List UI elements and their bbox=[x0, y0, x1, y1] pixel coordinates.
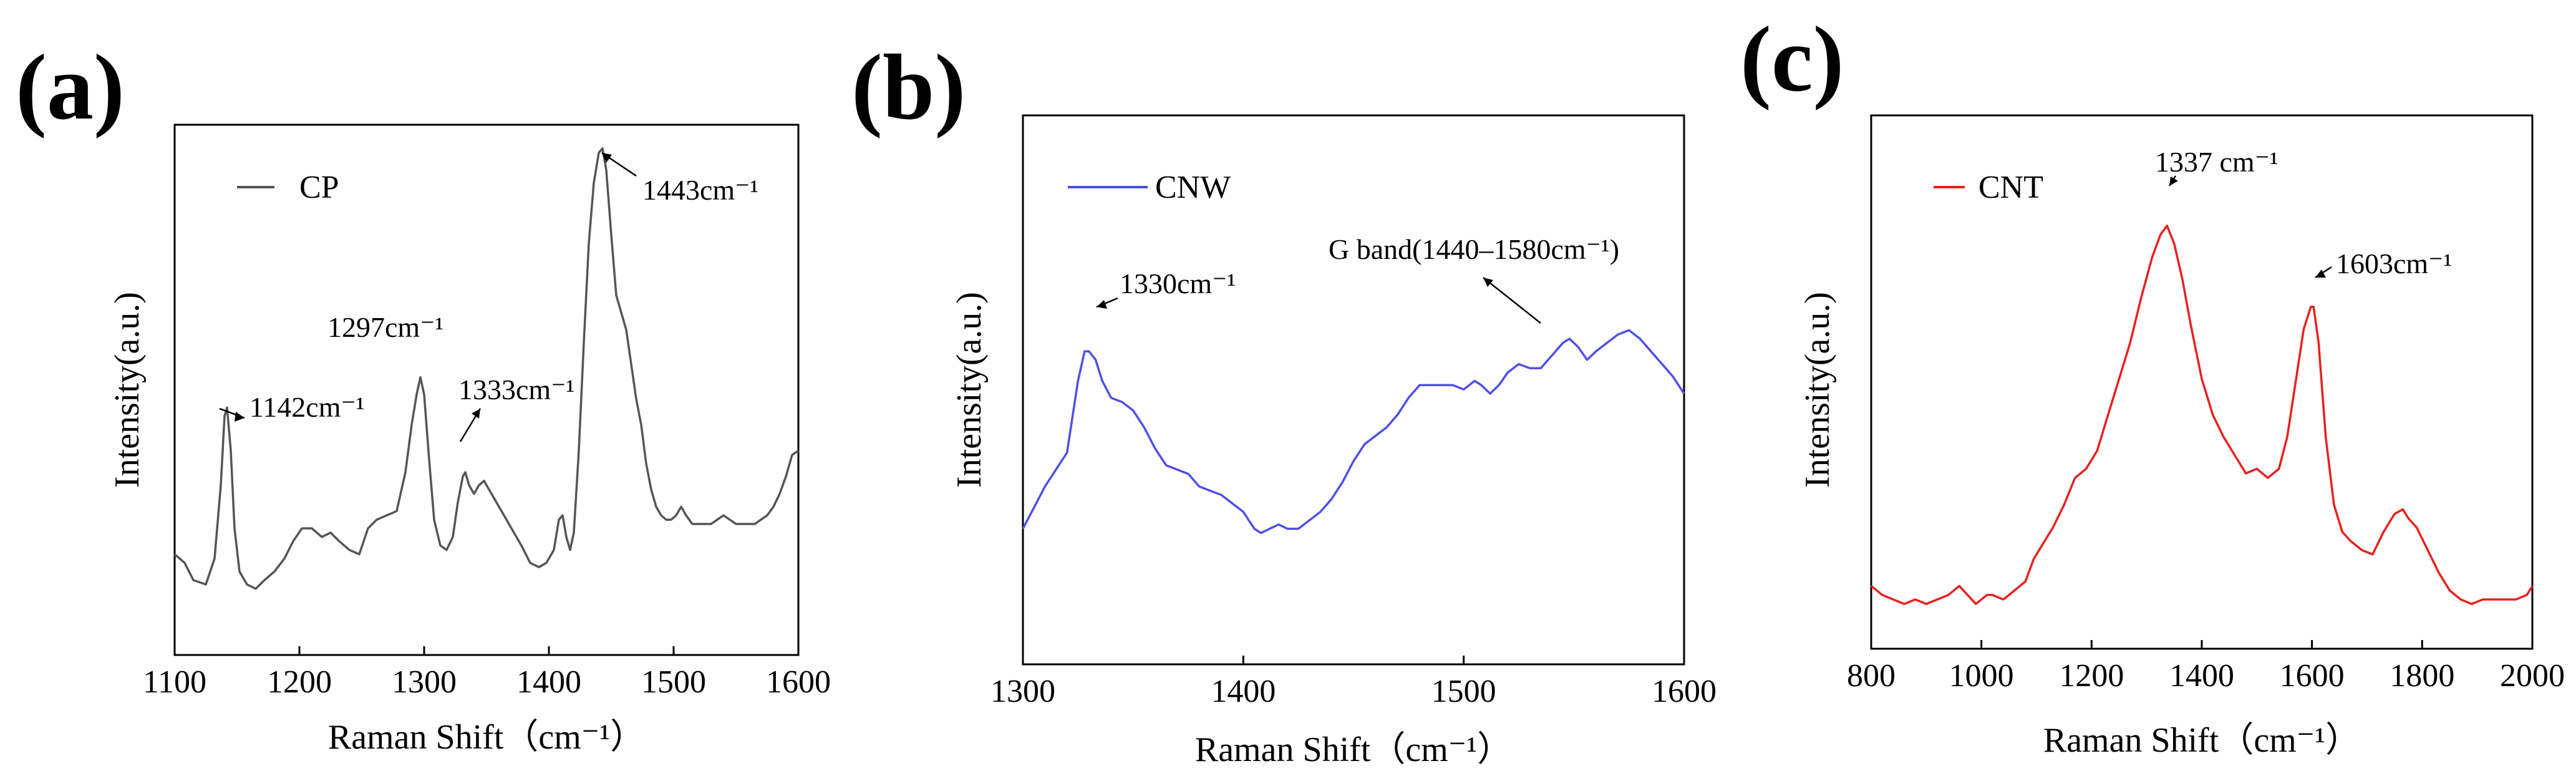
x-tick-label: 1600 bbox=[1652, 674, 1717, 709]
annotation-arrow-gband bbox=[1483, 277, 1541, 324]
annotation-1337: 1337 cm⁻¹ bbox=[2155, 146, 2278, 178]
annotation-1603: 1603cm⁻¹ bbox=[2336, 248, 2452, 279]
x-tick-label: 800 bbox=[1847, 658, 1896, 694]
legend-label-cp: CP bbox=[299, 170, 339, 205]
legend-label-cnw: CNW bbox=[1155, 170, 1231, 205]
x-axis: 1100 1200 1300 1400 1500 1600 bbox=[143, 646, 831, 700]
x-tick-label: 2000 bbox=[2500, 658, 2565, 694]
annotation-1443: 1443cm⁻¹ bbox=[642, 174, 758, 206]
annotation-1142: 1142cm⁻¹ bbox=[249, 391, 365, 423]
x-tick-label: 1600 bbox=[766, 664, 831, 700]
x-tick-label: 1500 bbox=[1431, 674, 1496, 709]
x-axis-title: Raman Shift（cm⁻¹） bbox=[2043, 721, 2360, 760]
series-line-cnw bbox=[1022, 329, 1685, 535]
x-tick-label: 1800 bbox=[2390, 658, 2454, 694]
y-axis-title: Intensity(a.u.) bbox=[108, 292, 147, 488]
annotation-arrowhead-gband bbox=[1483, 278, 1493, 287]
y-axis-title: Intensity(a.u.) bbox=[950, 292, 989, 488]
annotation-arrowhead-1333 bbox=[472, 409, 480, 419]
x-tick-label: 1300 bbox=[990, 674, 1055, 709]
x-axis: 1300 1400 1500 1600 bbox=[990, 656, 1717, 709]
x-tick-label: 1400 bbox=[2169, 658, 2234, 694]
annotation-arrowhead-1443 bbox=[602, 153, 612, 163]
annotation-arrowhead-1337 bbox=[2169, 177, 2178, 186]
panel-label: (b) bbox=[851, 36, 966, 139]
x-tick-label: 1600 bbox=[2280, 658, 2345, 694]
x-axis-title: Raman Shift（cm⁻¹） bbox=[328, 718, 645, 757]
panel-c: (c) 800 1000 1200 1400 1600 1800 2000 Raman Sh… bbox=[1740, 7, 2565, 760]
x-axis-title: Raman Shift（cm⁻¹） bbox=[1195, 730, 1512, 769]
x-tick-label: 1300 bbox=[392, 664, 457, 700]
panel-b: (b) 1300 1400 1500 1600 Raman Shift（cm⁻¹） I… bbox=[851, 36, 1717, 769]
x-tick-label: 1200 bbox=[2059, 658, 2124, 694]
panel-a: (a) 1100 1200 1300 1400 1500 1600 Raman Shift… bbox=[16, 36, 831, 757]
x-tick-label: 1100 bbox=[143, 664, 206, 700]
x-tick-label: 1400 bbox=[1211, 674, 1276, 709]
annotation-arrowhead-1330 bbox=[1097, 300, 1107, 309]
annotation-arrowhead-1142 bbox=[235, 412, 245, 422]
series-line-cp bbox=[173, 147, 799, 590]
x-tick-label: 1000 bbox=[1949, 658, 2014, 694]
annotation-1333: 1333cm⁻¹ bbox=[458, 374, 574, 405]
annotation-gband: G band(1440–1580cm⁻¹) bbox=[1329, 233, 1619, 265]
annotation-1330: 1330cm⁻¹ bbox=[1120, 268, 1236, 299]
panel-label: (a) bbox=[16, 36, 125, 139]
x-tick-label: 1200 bbox=[267, 664, 332, 700]
panel-label: (c) bbox=[1740, 7, 1844, 111]
y-axis-title: Intensity(a.u.) bbox=[1798, 292, 1837, 488]
x-tick-label: 1400 bbox=[516, 664, 581, 700]
x-axis: 800 1000 1200 1400 1600 1800 2000 bbox=[1847, 640, 2565, 694]
x-tick-label: 1500 bbox=[641, 664, 706, 700]
annotation-arrowhead-1603 bbox=[2315, 269, 2326, 278]
series-line-cnt bbox=[1870, 225, 2534, 605]
annotation-1297: 1297cm⁻¹ bbox=[327, 311, 443, 343]
plot-frame bbox=[1022, 114, 1685, 666]
legend-label-cnt: CNT bbox=[1978, 170, 2043, 205]
plot-frame bbox=[173, 124, 800, 656]
